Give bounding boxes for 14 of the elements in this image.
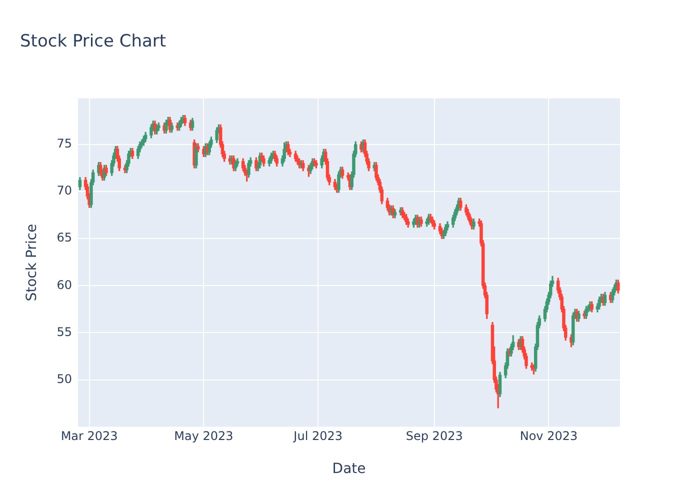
- x-tick-label: Sep 2023: [406, 429, 463, 444]
- y-tick-label: 65: [56, 230, 72, 245]
- y-tick-label: 50: [56, 372, 72, 386]
- y-tick-label: 55: [56, 324, 72, 339]
- x-tick-label: May 2023: [174, 429, 234, 444]
- x-tick-label: Mar 2023: [60, 429, 118, 444]
- y-tick-label: 75: [56, 136, 72, 151]
- y-axis-title: Stock Price: [24, 224, 40, 302]
- x-axis-title: Date: [332, 461, 366, 478]
- x-tick-label: Nov 2023: [520, 429, 578, 444]
- y-tick-label: 70: [56, 184, 72, 198]
- y-tick-label: 60: [56, 278, 72, 292]
- x-tick-label: Jul 2023: [292, 429, 343, 444]
- chart-title: Stock Price Chart: [20, 32, 166, 52]
